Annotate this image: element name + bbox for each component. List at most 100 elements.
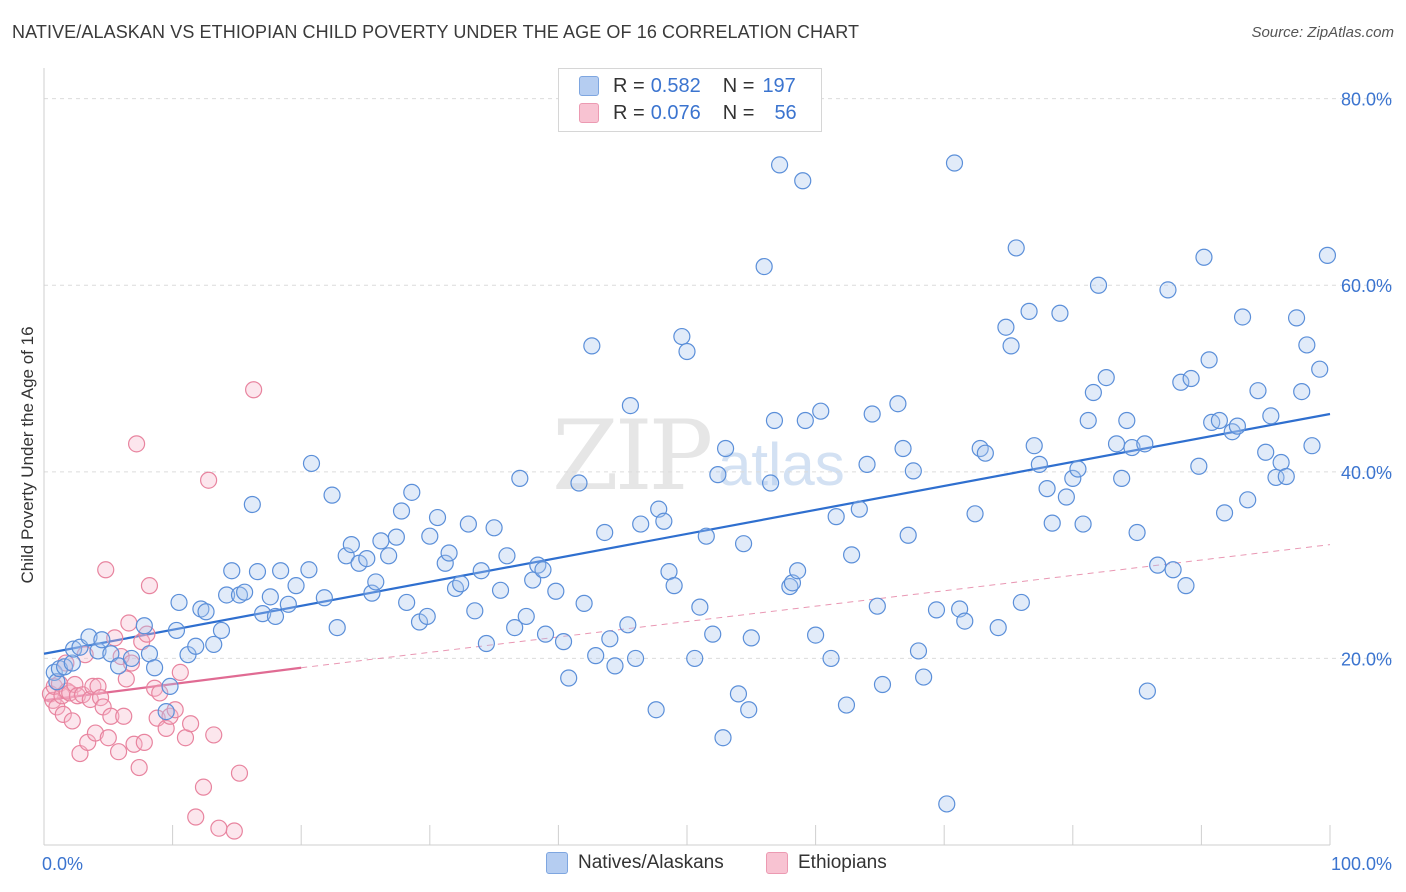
natives-point — [421, 527, 439, 545]
natives-point — [328, 619, 346, 637]
natives-point — [197, 603, 215, 621]
natives-point — [187, 637, 205, 655]
natives-point — [989, 619, 1007, 637]
natives-point — [452, 575, 470, 593]
natives-point — [1020, 302, 1038, 320]
natives-point — [909, 642, 928, 660]
natives-point — [619, 616, 637, 634]
natives-point — [517, 607, 535, 626]
natives-point — [392, 502, 411, 520]
natives-point — [1257, 443, 1275, 461]
natives-point — [904, 462, 922, 480]
legend-r-value: 0.582 — [650, 74, 701, 97]
natives-point — [729, 685, 748, 703]
natives-point — [1190, 457, 1208, 475]
natives-point — [655, 512, 673, 530]
legend-swatch-pink — [579, 103, 599, 123]
natives-point — [440, 544, 458, 562]
natives-point — [272, 562, 290, 580]
natives-point — [466, 602, 484, 620]
natives-point — [755, 257, 773, 276]
legend-n-label: N = — [722, 101, 755, 124]
legend-n-label: N = — [722, 74, 755, 97]
ethiopians-point — [210, 819, 228, 837]
ethiopians-trend-extension — [301, 544, 1331, 669]
legend-r-value: 0.076 — [650, 101, 701, 124]
natives-point — [323, 486, 341, 504]
natives-point — [170, 593, 188, 612]
ethiopians-point — [106, 629, 124, 647]
x-tick-label: 0.0% — [42, 854, 83, 874]
natives-point — [1149, 556, 1167, 574]
tick-labels: 20.0% 40.0% 60.0% 80.0% 0.0% 100.0% — [42, 90, 1392, 874]
natives-point — [1089, 276, 1108, 294]
natives-point — [794, 172, 812, 190]
natives-point — [387, 528, 405, 546]
natives-point — [529, 556, 547, 574]
ethiopians-point — [205, 726, 223, 744]
natives-point — [1051, 304, 1069, 322]
natives-point — [89, 642, 107, 660]
legend-item-natives[interactable]: Natives/Alaskans — [546, 852, 724, 874]
legend-swatch-blue — [546, 852, 568, 874]
natives-point — [1318, 246, 1337, 264]
chart-title: NATIVE/ALASKAN VS ETHIOPIAN CHILD POVERT… — [12, 22, 860, 42]
ethiopians-point — [135, 733, 153, 751]
natives-point — [524, 571, 542, 589]
natives-point — [1303, 437, 1321, 455]
natives-point — [1118, 411, 1136, 430]
natives-point — [491, 581, 510, 599]
natives-point — [1177, 577, 1195, 595]
natives-point — [1215, 504, 1234, 522]
natives-point — [850, 500, 868, 518]
natives-point — [1172, 373, 1190, 391]
ethiopians-point — [99, 729, 117, 747]
ethiopians-point — [187, 808, 205, 826]
ethiopians-point — [102, 707, 120, 725]
natives-point — [665, 577, 683, 595]
natives-point — [647, 701, 665, 719]
natives-point — [686, 649, 704, 668]
natives-point — [554, 633, 573, 651]
legend-item-ethiopians[interactable]: Ethiopians — [766, 852, 887, 874]
natives-point — [48, 673, 66, 691]
ethiopians-point — [230, 764, 249, 782]
legend-label-natives: Natives/Alaskans — [578, 852, 724, 873]
natives-point — [403, 483, 421, 501]
natives-point — [511, 469, 529, 487]
natives-point — [1079, 411, 1097, 430]
natives-point — [446, 579, 465, 598]
natives-point — [976, 444, 994, 462]
ethiopians-point — [63, 712, 81, 730]
ethiopians-point — [120, 614, 138, 632]
natives-point — [300, 561, 318, 579]
trend-lines — [43, 412, 1331, 702]
natives-point — [1038, 480, 1056, 498]
natives-point — [1298, 336, 1316, 354]
natives-point — [1128, 523, 1146, 542]
natives-point — [1239, 491, 1257, 509]
natives-point — [498, 547, 516, 565]
natives-point — [863, 405, 881, 423]
natives-point — [302, 454, 321, 473]
natives-point — [1228, 417, 1247, 435]
x-tick-label: 100.0% — [1331, 854, 1392, 874]
natives-point — [93, 631, 111, 649]
watermark-atlas: atlas — [718, 431, 845, 498]
natives-point — [472, 562, 490, 580]
natives-point — [761, 474, 780, 492]
natives-point — [1233, 308, 1252, 326]
natives-point — [1182, 369, 1200, 388]
legend-row-natives: R = 0.582 N = 197 — [579, 74, 796, 98]
ethiopians-point — [68, 687, 87, 705]
natives-point — [418, 607, 436, 626]
ethiopians-point — [151, 684, 169, 702]
natives-point — [1074, 515, 1092, 533]
natives-point — [621, 396, 640, 415]
natives-point — [363, 584, 381, 602]
natives-point — [714, 729, 732, 747]
natives-point — [626, 649, 645, 668]
ethiopians-point — [117, 670, 135, 688]
natives-point — [742, 629, 760, 647]
